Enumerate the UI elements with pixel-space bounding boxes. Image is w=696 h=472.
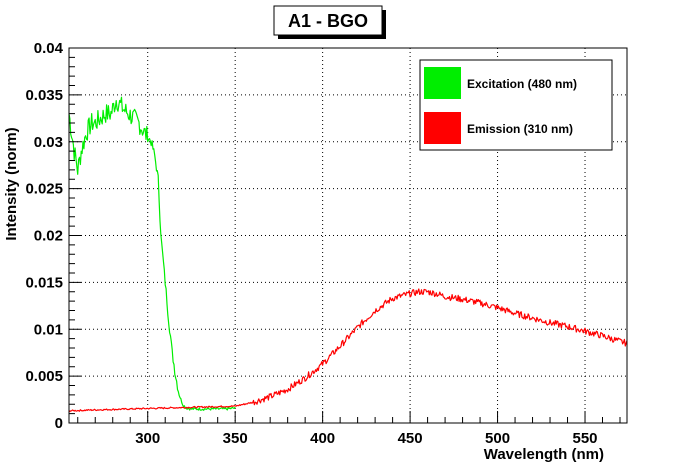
y-tick-label: 0.02 — [34, 228, 63, 245]
axes: 0 0.005 0.01 0.015 0.02 0.025 0.03 0.035 0.04 300… — [25, 40, 621, 447]
x-axis-title: Wavelength (nm) — [484, 446, 604, 463]
y-tick-label: 0.015 — [25, 274, 63, 291]
x-tick-label: 350 — [223, 430, 248, 447]
grid — [69, 48, 627, 423]
legend: Excitation (480 nm) Emission (310 nm) — [419, 59, 613, 151]
x-tick-label: 450 — [398, 430, 423, 447]
legend-swatch-emission — [424, 112, 461, 144]
chart-title: A1 - BGO — [288, 11, 368, 31]
y-tick-label: 0.03 — [34, 134, 63, 151]
title-frame — [273, 5, 383, 36]
y-tick-label: 0.01 — [34, 321, 63, 338]
y-tick-label: 0.005 — [25, 368, 63, 385]
y-tick-label: 0 — [55, 415, 63, 432]
y-axis-title: Intensity (norm) — [3, 127, 20, 240]
title-box: A1 - BGO — [273, 5, 386, 39]
y-tick-label: 0.025 — [25, 181, 63, 198]
x-tick-label: 300 — [135, 430, 160, 447]
y-tick-label: 0.04 — [34, 40, 64, 57]
series-line-emission — [68, 288, 628, 413]
series-line-excitation — [68, 96, 236, 411]
x-tick-label: 500 — [485, 430, 510, 447]
legend-label-excitation: Excitation (480 nm) — [467, 77, 577, 91]
x-tick-label: 550 — [573, 430, 598, 447]
legend-label-emission: Emission (310 nm) — [467, 122, 573, 136]
legend-swatch-excitation — [424, 67, 461, 99]
y-tick-label: 0.035 — [25, 87, 63, 104]
x-tick-label: 400 — [310, 430, 335, 447]
series-lines — [68, 96, 628, 413]
